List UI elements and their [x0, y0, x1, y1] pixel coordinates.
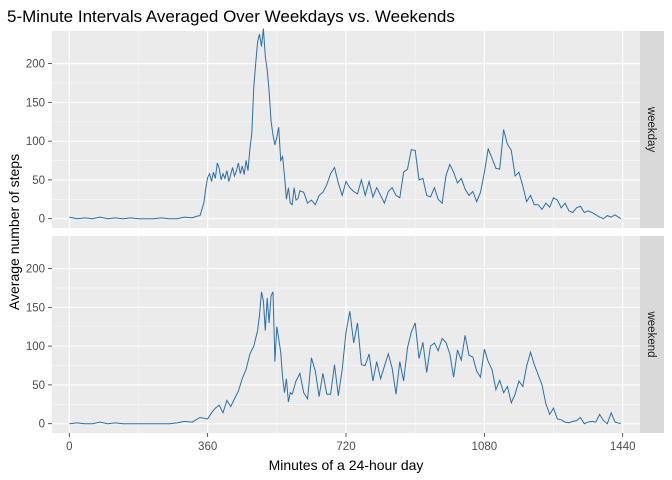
y-tick-label: 150 — [26, 97, 45, 109]
x-tick-label: 0 — [66, 441, 72, 453]
strip-weekend — [640, 236, 664, 433]
y-tick-labels-weekend: 0 50 100 150 200 — [26, 264, 52, 431]
y-tick-labels-weekday: 0 50 100 150 200 — [26, 59, 52, 226]
y-tick-label: 0 — [39, 214, 45, 226]
x-axis: 0 360 720 1080 1440 — [66, 433, 636, 453]
y-tick-label: 100 — [26, 136, 45, 148]
x-tick-label: 1080 — [472, 441, 498, 453]
y-tick-label: 50 — [32, 175, 45, 187]
facet-weekend: 0 50 100 150 200 weekend — [26, 236, 664, 433]
y-axis-title: Average number of steps — [6, 154, 22, 310]
series-line-weekend — [69, 291, 621, 425]
strip-label-weekday: weekday — [645, 106, 657, 153]
y-tick-label: 50 — [32, 380, 45, 392]
x-tick-label: 720 — [336, 441, 355, 453]
y-tick-label: 150 — [26, 302, 45, 314]
series-line-weekday — [69, 28, 622, 220]
strip-weekday — [640, 31, 664, 228]
y-tick-label: 100 — [26, 341, 45, 353]
x-axis-title: Minutes of a 24-hour day — [269, 457, 424, 473]
y-tick-label: 0 — [39, 419, 45, 431]
facet-weekday: 0 50 100 150 200 weekday — [26, 28, 664, 228]
y-tick-label: 200 — [26, 59, 45, 71]
x-tick-label: 360 — [198, 441, 217, 453]
chart-title: 5-Minute Intervals Averaged Over Weekday… — [7, 7, 455, 26]
x-tick-label: 1440 — [610, 441, 636, 453]
strip-label-weekend: weekend — [645, 310, 657, 357]
y-tick-label: 200 — [26, 264, 45, 276]
